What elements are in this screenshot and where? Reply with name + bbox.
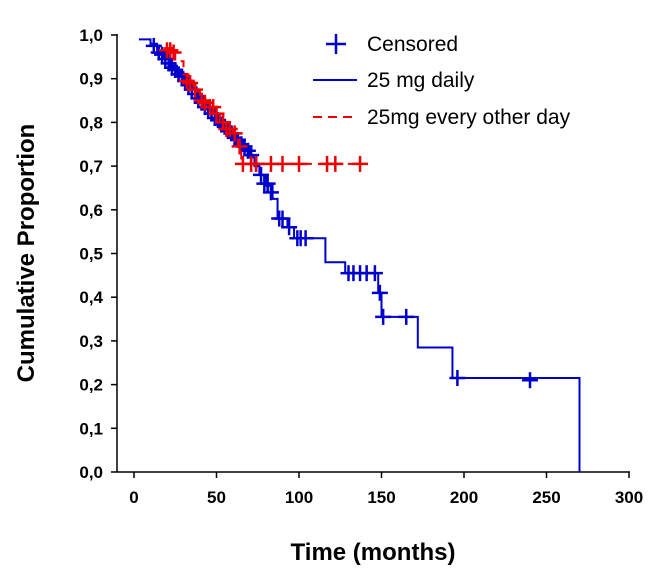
x-ticks: 0 50 100 150 200 250 300 [129,472,643,507]
x-axis-title: Time (months) [291,539,456,566]
censored-marker [522,372,538,389]
x-tick-label: 150 [367,488,395,507]
censored-marker [248,155,265,172]
x-tick-label: 250 [532,488,560,507]
censored-marker [449,370,466,387]
x-tick-label: 200 [450,488,478,507]
censored-marker [208,105,225,122]
y-tick-label: 0,1 [79,419,103,438]
x-tick-label: 0 [129,488,138,507]
y-tick-label: 0,9 [79,70,103,89]
y-tick-label: 0,4 [79,288,103,307]
censored-marker [375,308,392,325]
series-line [163,47,361,165]
censored-marker [274,155,291,172]
y-tick-label: 1,0 [79,26,103,45]
legend-daily-label: 25 mg daily [367,69,475,92]
censored-marker [165,44,182,61]
censored-marker [352,155,369,172]
x-tick-label: 50 [207,488,226,507]
censored-marker [178,72,195,89]
y-tick-label: 0,7 [79,157,103,176]
censored-marker [259,175,276,192]
y-tick-label: 0,5 [79,245,103,264]
y-tick-label: 0,6 [79,201,103,220]
legend-eod-label: 25mg every other day [367,106,571,129]
x-tick-label: 300 [615,488,643,507]
y-tick-label: 0,2 [79,376,103,395]
censored-marker [162,42,179,59]
plot-area [138,37,581,472]
censored-marker [187,81,204,98]
censored-marker [262,184,279,201]
y-axis-title: Cumulative Proportion [13,124,40,383]
censored-marker [371,284,388,301]
censored-marker [231,138,248,155]
y-tick-label: 0,3 [79,332,103,351]
y-tick-label: 0,8 [79,113,103,132]
censored-marker [297,230,314,247]
censored-marker [193,92,210,109]
censored-marker [274,210,291,227]
censored-marker [281,219,298,236]
censored-marker [291,155,307,172]
legend-censored-label: Censored [367,33,458,56]
censored-marker [398,308,415,325]
y-ticks: 0,0 0,1 0,2 0,3 0,4 0,5 0,6 0,7 0,8 0,9 1,0 [79,26,117,482]
censored-marker [366,265,383,282]
x-tick-label: 100 [285,488,313,507]
censored-marker [327,155,344,172]
censored-marker [226,125,243,142]
legend: Censored 25 mg daily 25mg every other da… [313,33,571,129]
censored-marker [253,166,270,183]
y-tick-label: 0,0 [79,463,103,482]
legend-censored-marker [326,34,346,54]
